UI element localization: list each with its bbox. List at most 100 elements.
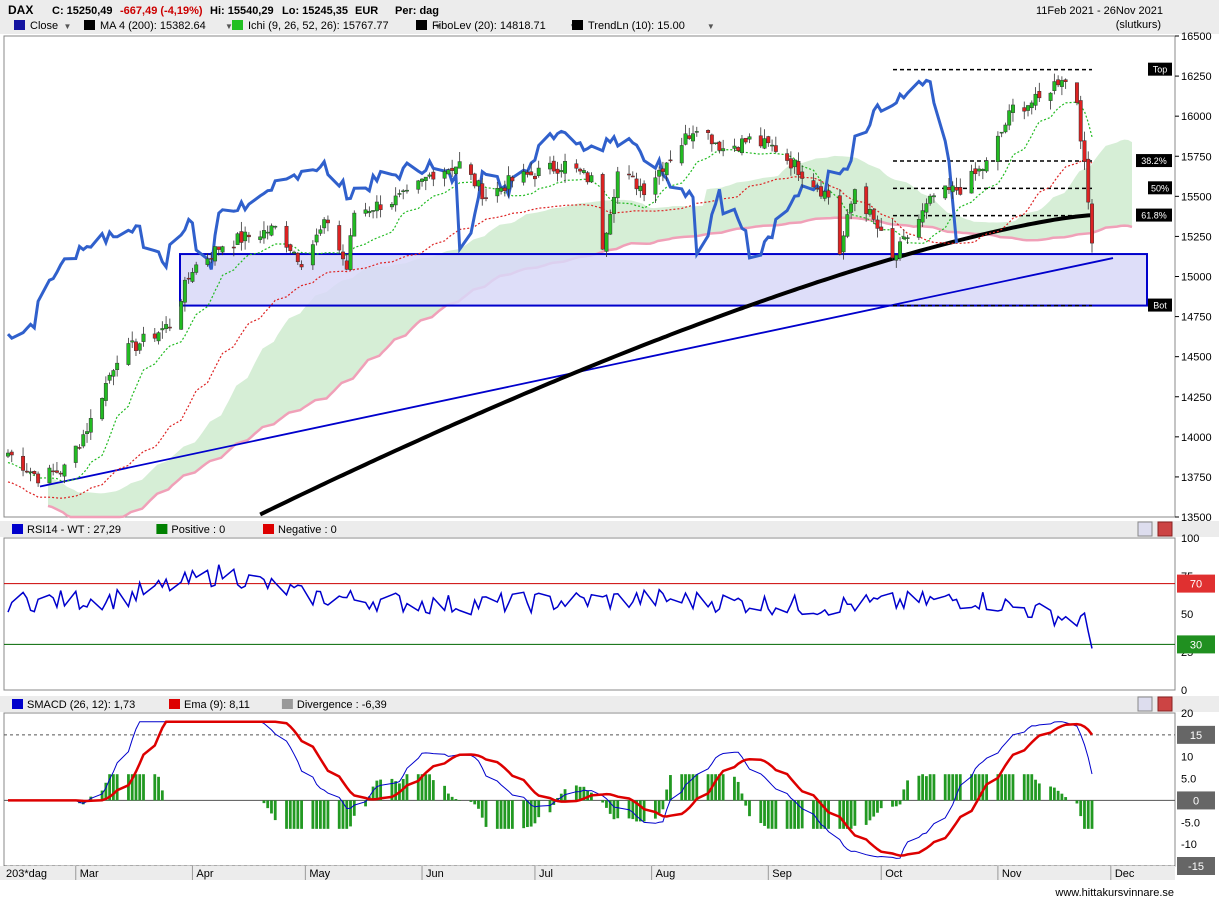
macd-divergence-bar: [605, 800, 608, 807]
macd-divergence-bar: [767, 800, 770, 828]
price-tick-label: 16000: [1181, 111, 1212, 123]
candle-body: [428, 175, 431, 176]
candle-body: [157, 333, 160, 341]
macd-divergence-bar: [680, 774, 683, 800]
candle-body: [774, 146, 777, 152]
candle-body: [266, 232, 269, 233]
macd-divergence-bar: [1004, 774, 1007, 800]
candle-body: [432, 172, 435, 179]
candle-body: [247, 235, 250, 237]
candle-body: [82, 435, 85, 446]
month-label: Apr: [196, 868, 213, 880]
site-label: www.hittakursvinnare.se: [1054, 887, 1174, 899]
candle-body: [944, 186, 947, 198]
candle-body: [612, 197, 615, 213]
candle-body: [1064, 80, 1067, 82]
macd-divergence-bar: [880, 800, 883, 808]
macd-divergence-bar: [138, 774, 141, 800]
candle-body: [134, 342, 137, 351]
macd-level-label: -15: [1188, 861, 1204, 873]
macd-divergence-bar: [823, 800, 826, 828]
macd-divergence-bar: [349, 800, 352, 826]
candle-body: [458, 162, 461, 169]
zoom-icon[interactable]: [1138, 522, 1152, 536]
macd-divergence-bar: [327, 800, 330, 828]
candle-body: [740, 139, 743, 153]
close-icon[interactable]: [1158, 697, 1172, 711]
candle-body: [800, 172, 803, 179]
candle-body: [183, 280, 186, 302]
macd-divergence-bar: [1064, 797, 1067, 800]
candle-body: [353, 213, 356, 236]
candle-body: [349, 236, 352, 270]
macd-divergence-bar: [665, 790, 668, 801]
legend-swatch: [12, 699, 23, 709]
legend-swatch: [14, 20, 25, 30]
candle-body: [484, 198, 487, 199]
macd-divergence-bar: [1087, 800, 1090, 828]
candle-body: [970, 171, 973, 193]
macd-divergence-bar: [338, 800, 341, 828]
macd-tick-label: 5.0: [1181, 774, 1196, 786]
macd-divergence-bar: [447, 794, 450, 801]
macd-divergence-bar: [869, 800, 872, 820]
macd-divergence-bar: [748, 800, 751, 816]
legend-swatch: [232, 20, 243, 30]
candle-body: [932, 196, 935, 197]
macd-divergence-bar: [451, 797, 454, 801]
macd-divergence-bar: [643, 800, 646, 821]
macd-divergence-bar: [1030, 774, 1033, 800]
candle-body: [447, 170, 450, 174]
candle-body: [868, 209, 871, 214]
candle-body: [21, 456, 24, 470]
candle-body: [710, 135, 713, 144]
macd-divergence-bar: [1034, 780, 1037, 801]
zoom-icon[interactable]: [1138, 697, 1152, 711]
macd-divergence-bar: [865, 800, 868, 824]
candle-body: [627, 174, 630, 175]
candle-body: [300, 264, 303, 267]
candle-body: [522, 171, 525, 182]
candle-body: [496, 188, 499, 196]
macd-divergence-bar: [473, 800, 476, 804]
candle-body: [563, 161, 566, 173]
candle-body: [296, 253, 299, 262]
candle-body: [537, 168, 540, 176]
candle-body: [274, 226, 277, 227]
macd-divergence-bar: [549, 800, 552, 812]
candle-body: [10, 452, 13, 455]
macd-divergence-bar: [293, 800, 296, 828]
candle-body: [420, 179, 423, 182]
macd-divergence-bar: [906, 780, 909, 800]
candle-body: [526, 172, 529, 174]
macd-divergence-bar: [722, 774, 725, 800]
macd-divergence-bar: [917, 776, 920, 801]
candle-body: [925, 204, 928, 213]
fibo-zone-box: [180, 254, 1147, 306]
candle-body: [1083, 141, 1086, 162]
candle-body: [1030, 103, 1033, 108]
candle-body: [450, 168, 453, 170]
candle-body: [955, 187, 958, 190]
macd-divergence-bar: [654, 800, 657, 818]
candle-body: [417, 181, 420, 190]
candle-body: [721, 149, 724, 151]
legend-item-label: Positive : 0: [171, 524, 225, 536]
candle-body: [928, 196, 931, 203]
candle-body: [1049, 93, 1052, 101]
candle-body: [770, 145, 773, 146]
candle-body: [289, 245, 292, 251]
macd-divergence-bar: [526, 800, 529, 827]
candle-body: [846, 215, 849, 237]
macd-divergence-bar: [477, 800, 480, 808]
candle-body: [842, 236, 845, 252]
macd-divergence-bar: [899, 800, 902, 804]
macd-divergence-bar: [375, 781, 378, 801]
price-tick-label: 14500: [1181, 352, 1212, 364]
candle-body: [635, 179, 638, 189]
close-icon[interactable]: [1158, 522, 1172, 536]
macd-divergence-bar: [428, 774, 431, 800]
candle-body: [601, 174, 604, 249]
candle-body: [108, 375, 111, 380]
candle-body: [311, 245, 314, 265]
